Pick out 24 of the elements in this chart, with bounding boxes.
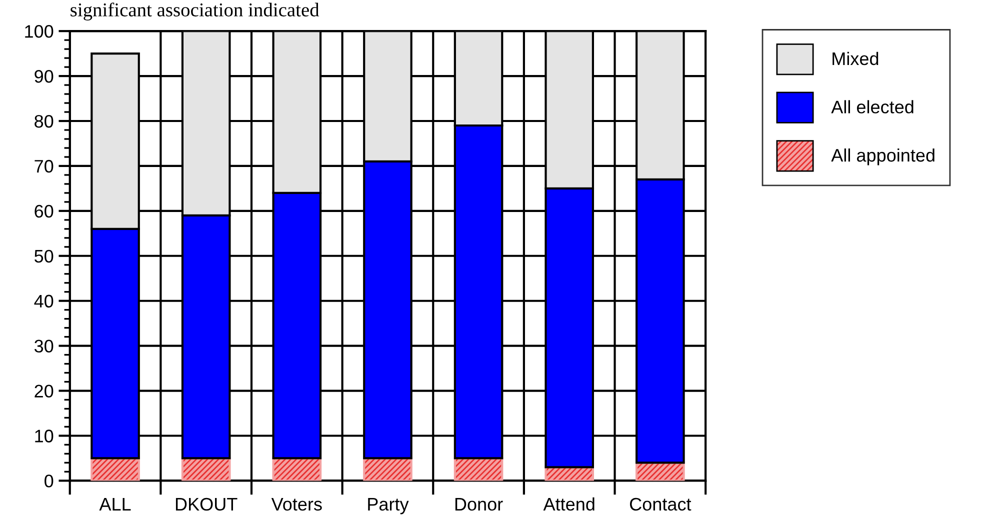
y-tick-label: 40 [34,294,54,308]
y-tick-label: 60 [34,204,54,218]
y-tick-label: 100 [25,25,54,38]
bar [363,457,412,481]
x-tick-label: Voters [271,498,322,511]
y-tick-label: 30 [34,340,54,353]
x-tick-label: Contact [630,498,692,511]
x-tick-label: Attend [543,497,594,511]
y-tick-label: 80 [34,114,54,128]
x-tick-label: ALL [99,498,131,510]
legend-label: All appointed [831,148,934,166]
x-tick-label: Donor [455,498,503,511]
x-tick-label: DKOUT [176,498,238,511]
y-tick-label: 0 [44,474,54,488]
y-tick-label: 70 [34,160,54,173]
y-tick-label: 10 [35,430,54,442]
y-tick-label: 50 [34,250,54,263]
bar [90,457,140,481]
legend-label: Mixed [832,52,878,66]
legend-label: All elected [831,100,914,114]
x-tick-label: Party [368,498,409,514]
chart-title: significant association indicated [70,2,320,20]
y-tick-label: 90 [34,70,54,83]
y-tick-label: 20 [34,384,54,398]
